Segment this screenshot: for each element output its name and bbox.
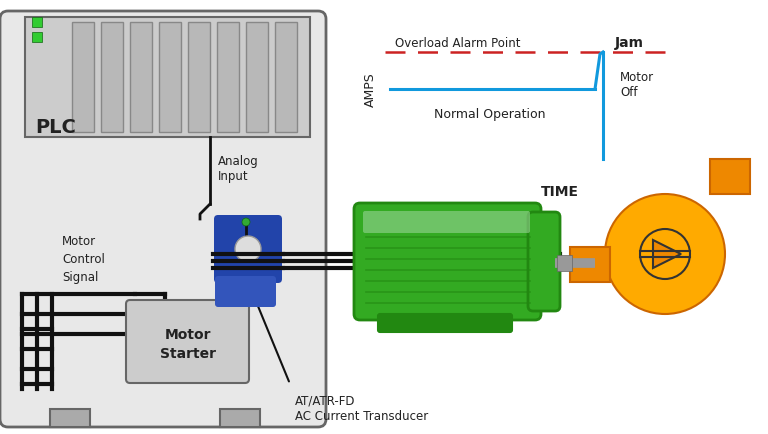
FancyBboxPatch shape [214,216,282,283]
Bar [275,23,297,133]
Bar [32,33,42,43]
Circle shape [605,194,725,314]
FancyBboxPatch shape [528,213,560,311]
Text: Normal Operation: Normal Operation [434,108,546,121]
Bar [710,160,750,194]
FancyBboxPatch shape [126,300,249,383]
FancyBboxPatch shape [215,276,276,307]
Circle shape [235,237,261,263]
Bar [101,23,123,133]
Bar [557,256,572,271]
Bar [570,247,610,283]
Polygon shape [653,240,681,268]
Bar [220,409,260,427]
Text: PLC: PLC [35,118,76,137]
FancyBboxPatch shape [363,211,530,233]
Bar [25,18,310,138]
Circle shape [242,218,250,227]
Text: TIME: TIME [541,184,579,198]
Bar [159,23,181,133]
Text: Motor
Off: Motor Off [620,71,654,99]
Bar [217,23,239,133]
FancyBboxPatch shape [0,12,326,427]
FancyBboxPatch shape [378,314,512,332]
Bar [130,23,152,133]
Circle shape [640,230,690,279]
FancyBboxPatch shape [354,204,541,320]
Text: AMPS: AMPS [364,72,377,107]
Text: Jam: Jam [615,36,644,50]
Bar [188,23,210,133]
Text: Motor
Control
Signal: Motor Control Signal [62,234,105,283]
Text: AT/ATR-FD
AC Current Transducer: AT/ATR-FD AC Current Transducer [295,394,429,422]
Bar [72,23,94,133]
Text: Overload Alarm Point: Overload Alarm Point [395,37,521,50]
Bar [32,18,42,28]
Text: Analog
Input: Analog Input [218,155,259,183]
Bar [246,23,268,133]
Bar [50,409,90,427]
Text: Motor
Starter: Motor Starter [160,327,216,360]
